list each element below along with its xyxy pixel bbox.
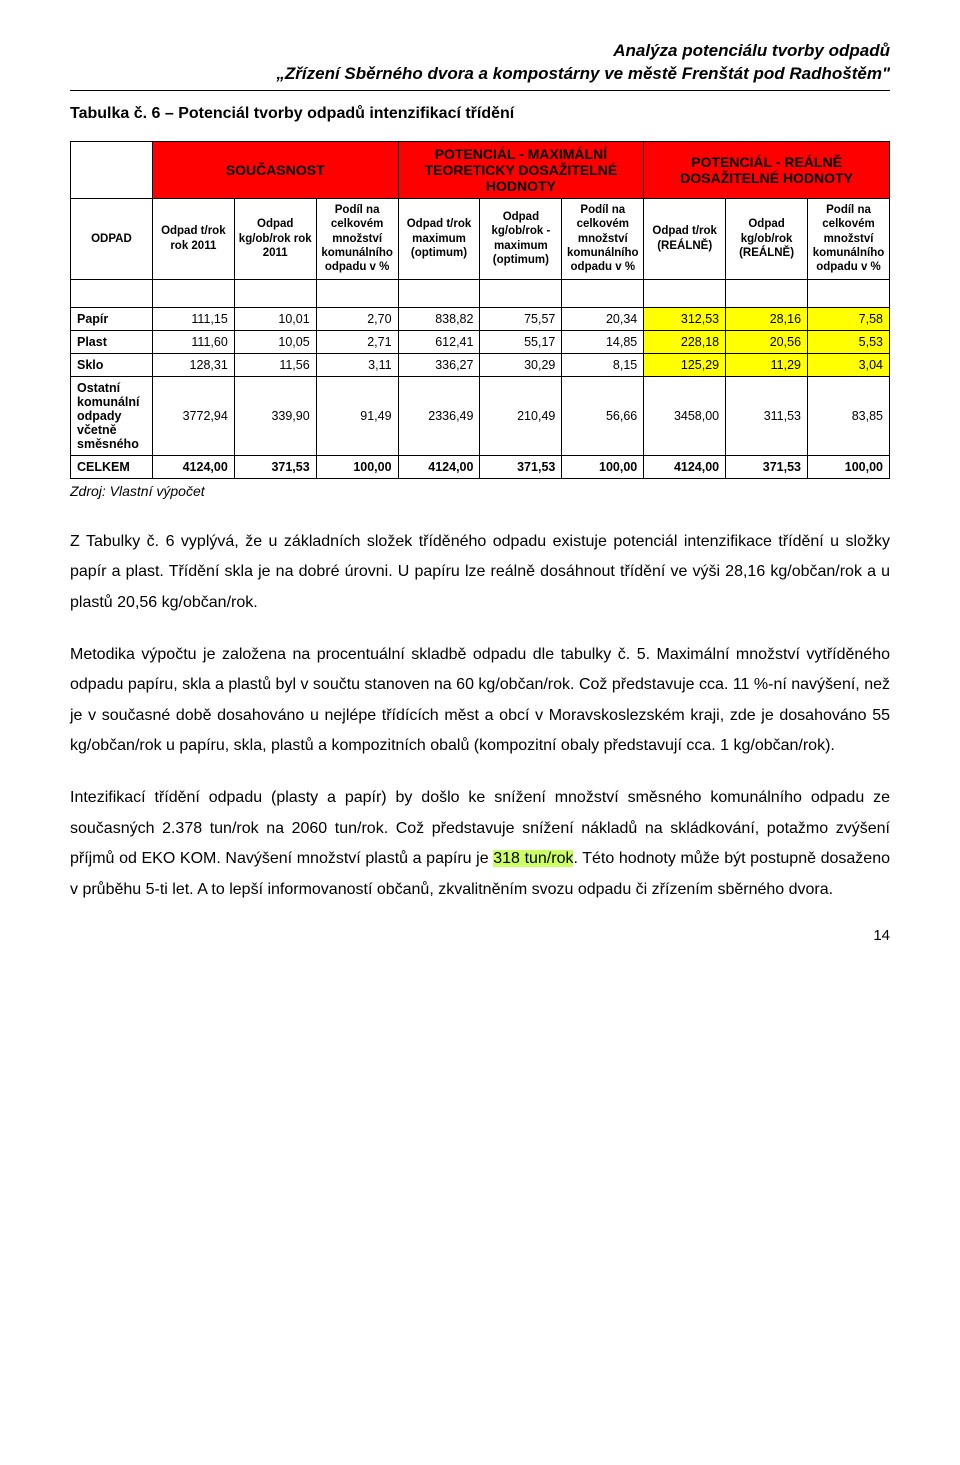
cell: 125,29 <box>644 353 726 376</box>
col-2: Odpad kg/ob/rok rok 2011 <box>234 198 316 279</box>
cell: 20,56 <box>726 330 808 353</box>
cell: 2,71 <box>316 330 398 353</box>
paragraph-3: Intezifikací třídění odpadu (plasty a pa… <box>70 783 890 905</box>
table-source: Zdroj: Vlastní výpočet <box>70 483 890 499</box>
cell: 336,27 <box>398 353 480 376</box>
col-9: Podíl na celkovém množství komunálního o… <box>808 198 890 279</box>
header-rule <box>70 90 890 91</box>
cell: 11,56 <box>234 353 316 376</box>
cell: 55,17 <box>480 330 562 353</box>
cell: 3,04 <box>808 353 890 376</box>
p3-highlight: 318 tun/rok <box>493 850 573 867</box>
cell: 100,00 <box>808 455 890 478</box>
cell: 7,58 <box>808 307 890 330</box>
row-label: Sklo <box>71 353 153 376</box>
cell: 312,53 <box>644 307 726 330</box>
col-7: Odpad t/rok (REÁLNĚ) <box>644 198 726 279</box>
cell: 10,01 <box>234 307 316 330</box>
cell: 4124,00 <box>152 455 234 478</box>
page-number: 14 <box>70 927 890 944</box>
table-row-total: CELKEM 4124,00 371,53 100,00 4124,00 371… <box>71 455 890 478</box>
cell: 2,70 <box>316 307 398 330</box>
cell: 5,53 <box>808 330 890 353</box>
cell: 128,31 <box>152 353 234 376</box>
cell: 339,90 <box>234 376 316 455</box>
cell: 91,49 <box>316 376 398 455</box>
cell: 371,53 <box>480 455 562 478</box>
cell: 3,11 <box>316 353 398 376</box>
cell: 30,29 <box>480 353 562 376</box>
col-8: Odpad kg/ob/rok (REÁLNĚ) <box>726 198 808 279</box>
cell: 28,16 <box>726 307 808 330</box>
data-table: SOUČASNOST POTENCIÁL - MAXIMÁLNÍ TEORETI… <box>70 141 890 479</box>
row-label: CELKEM <box>71 455 153 478</box>
table-spacer-row <box>71 279 890 307</box>
table-caption: Tabulka č. 6 – Potenciál tvorby odpadů i… <box>70 105 890 123</box>
cell: 111,60 <box>152 330 234 353</box>
col-0: ODPAD <box>71 198 153 279</box>
paragraph-2: Metodika výpočtu je založena na procentu… <box>70 640 890 762</box>
table-row: Plast 111,60 10,05 2,71 612,41 55,17 14,… <box>71 330 890 353</box>
table-row: Sklo 128,31 11,56 3,11 336,27 30,29 8,15… <box>71 353 890 376</box>
doc-header-line1: Analýza potenciálu tvorby odpadů <box>70 40 890 63</box>
doc-header-line2: „Zřízení Sběrného dvora a kompostárny ve… <box>70 63 890 86</box>
cell: 100,00 <box>316 455 398 478</box>
cell: 228,18 <box>644 330 726 353</box>
cell: 371,53 <box>234 455 316 478</box>
doc-header: Analýza potenciálu tvorby odpadů „Zřízen… <box>70 40 890 86</box>
cell: 3458,00 <box>644 376 726 455</box>
col-6: Podíl na celkovém množství komunálního o… <box>562 198 644 279</box>
cell: 8,15 <box>562 353 644 376</box>
cell: 311,53 <box>726 376 808 455</box>
group-blank <box>71 141 153 198</box>
cell: 612,41 <box>398 330 480 353</box>
cell: 210,49 <box>480 376 562 455</box>
col-4: Odpad t/rok maximum (optimum) <box>398 198 480 279</box>
row-label: Plast <box>71 330 153 353</box>
row-label: Papír <box>71 307 153 330</box>
cell: 20,34 <box>562 307 644 330</box>
cell: 75,57 <box>480 307 562 330</box>
group-real: POTENCIÁL - REÁLNĚ DOSAŽITELNÉ HODNOTY <box>644 141 890 198</box>
group-current: SOUČASNOST <box>152 141 398 198</box>
col-5: Odpad kg/ob/rok - maximum (optimum) <box>480 198 562 279</box>
cell: 56,66 <box>562 376 644 455</box>
col-3: Podíl na celkovém množství komunálního o… <box>316 198 398 279</box>
cell: 4124,00 <box>644 455 726 478</box>
row-label: Ostatní komunální odpady včetně směsného <box>71 376 153 455</box>
cell: 3772,94 <box>152 376 234 455</box>
cell: 11,29 <box>726 353 808 376</box>
group-max: POTENCIÁL - MAXIMÁLNÍ TEORETICKY DOSAŽIT… <box>398 141 644 198</box>
cell: 10,05 <box>234 330 316 353</box>
table-group-row: SOUČASNOST POTENCIÁL - MAXIMÁLNÍ TEORETI… <box>71 141 890 198</box>
cell: 2336,49 <box>398 376 480 455</box>
cell: 83,85 <box>808 376 890 455</box>
table-column-row: ODPAD Odpad t/rok rok 2011 Odpad kg/ob/r… <box>71 198 890 279</box>
cell: 14,85 <box>562 330 644 353</box>
paragraph-1: Z Tabulky č. 6 vyplývá, že u základních … <box>70 527 890 618</box>
table-row: Papír 111,15 10,01 2,70 838,82 75,57 20,… <box>71 307 890 330</box>
table-body: Papír 111,15 10,01 2,70 838,82 75,57 20,… <box>71 307 890 478</box>
col-1: Odpad t/rok rok 2011 <box>152 198 234 279</box>
cell: 111,15 <box>152 307 234 330</box>
cell: 4124,00 <box>398 455 480 478</box>
table-row: Ostatní komunální odpady včetně směsného… <box>71 376 890 455</box>
cell: 371,53 <box>726 455 808 478</box>
cell: 100,00 <box>562 455 644 478</box>
cell: 838,82 <box>398 307 480 330</box>
